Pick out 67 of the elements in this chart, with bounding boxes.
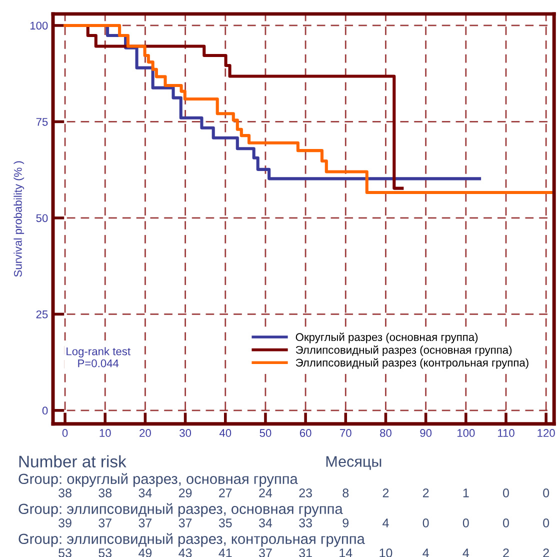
text: 0 (543, 488, 550, 498)
annotation: Log-rank test P=0.044 (66, 347, 130, 368)
x-tick-label: 30 (180, 429, 192, 437)
x-tick-label: 0 (62, 429, 68, 437)
text: 1 (463, 488, 469, 498)
text: Number at risk (19, 455, 126, 468)
text: 23 (299, 488, 312, 498)
text: 53 (58, 548, 72, 557)
y-tick-label: 100 (30, 22, 48, 30)
text: 38 (98, 488, 112, 498)
text: 37 (178, 518, 192, 528)
text: 37 (98, 518, 112, 528)
x-tick-label: 90 (420, 429, 432, 437)
text: 31 (299, 548, 312, 557)
text: 0 (503, 518, 509, 528)
x-axis-title: Месяцы (326, 456, 382, 470)
x-tick-label: 70 (340, 429, 352, 437)
text: 4 (382, 518, 389, 528)
text: 9 (342, 518, 349, 528)
text: 37 (258, 548, 272, 557)
x-tick-label: 110 (498, 429, 514, 437)
text: 53 (98, 548, 112, 557)
text: 33 (299, 518, 312, 528)
text: 34 (258, 518, 272, 528)
text: 14 (340, 548, 352, 557)
x-tick-label: 120 (538, 429, 555, 437)
text: 0 (503, 488, 509, 498)
text: 35 (218, 518, 232, 528)
text: 4 (462, 548, 470, 557)
x-tick-label: 50 (260, 429, 272, 437)
text: Group: эллипсовидный разрез, контрольная группа (18, 533, 365, 547)
text: 37 (138, 518, 152, 528)
text: 29 (178, 488, 192, 498)
text: 41 (218, 548, 232, 557)
text: Group: эллипсовидный разрез, основная группа (18, 503, 343, 517)
legend-label: Округлый разрез (основная группа) (296, 332, 478, 344)
x-tick-label: 100 (457, 429, 475, 437)
x-tick-label: 60 (300, 429, 312, 437)
text: 0 (543, 518, 550, 528)
text: 2 (422, 488, 429, 498)
text: 49 (138, 548, 152, 557)
text: 10 (380, 548, 392, 557)
y-tick-label: 25 (36, 310, 48, 318)
x-tick-label: 10 (100, 429, 111, 437)
text: 4 (422, 548, 429, 557)
text: Group: округлый разрез, основная группа (18, 473, 298, 487)
legend-label: Эллипсовидный разрез (основная группа) (296, 345, 512, 356)
text: 24 (259, 488, 272, 498)
text: 43 (178, 548, 192, 557)
y-tick-label: 50 (36, 214, 48, 222)
y-axis-title: Survival probability (% ) (14, 161, 24, 277)
text: 39 (58, 518, 72, 528)
x-tick-label: 80 (380, 429, 392, 437)
text: 2 (503, 548, 509, 557)
text: 8 (342, 488, 349, 498)
text: 2 (382, 488, 389, 498)
text: 38 (58, 488, 72, 498)
text: 2 (543, 548, 549, 557)
text: 0 (422, 518, 429, 528)
text: 0 (462, 518, 469, 528)
text: 27 (219, 488, 232, 498)
x-tick-label: 20 (140, 429, 151, 437)
x-tick-label: 40 (219, 429, 232, 437)
legend-label: Эллипсовидный разрез (контрольная группа) (296, 358, 528, 369)
text: 34 (138, 488, 152, 498)
y-tick-label: 75 (36, 118, 48, 126)
y-tick-label: 0 (42, 406, 48, 415)
